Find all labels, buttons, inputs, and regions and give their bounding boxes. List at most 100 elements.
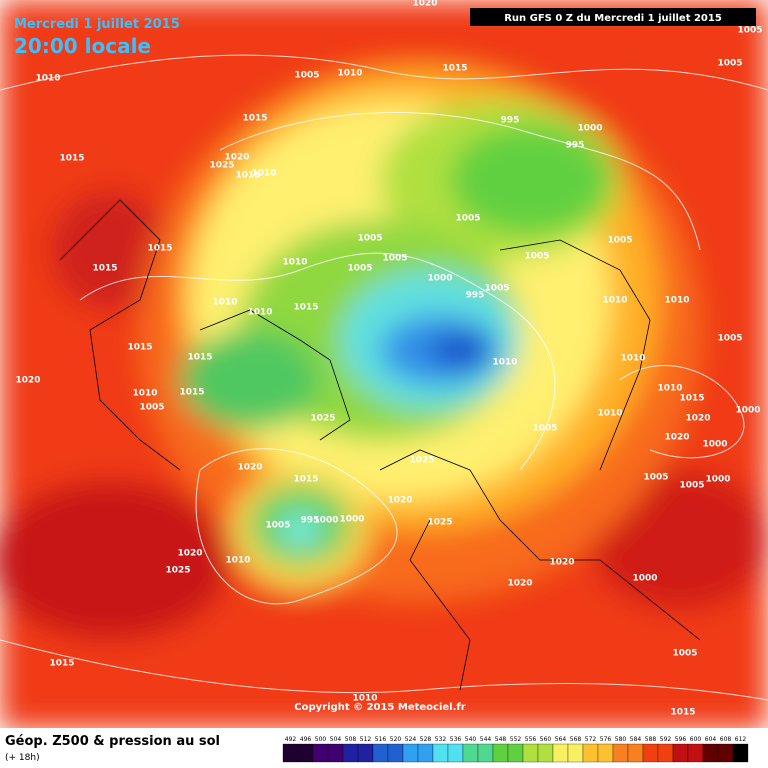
isobar-label: 1000 xyxy=(577,124,602,134)
isobar-label: 1025 xyxy=(209,161,234,171)
isobar-label: 1020 xyxy=(387,496,412,506)
isobar-label: 1005 xyxy=(139,403,164,413)
isobar-label: 1005 xyxy=(524,252,549,262)
isobar-label: 1000 xyxy=(705,475,730,485)
colorbar-swatch xyxy=(702,743,719,763)
colorbar-label: 592 xyxy=(660,736,672,743)
run-box xyxy=(470,8,756,26)
colorbar-swatch xyxy=(732,743,749,763)
colorbar-swatch xyxy=(447,743,464,763)
colorbar-swatch xyxy=(717,743,734,763)
colorbar-label: 540 xyxy=(465,736,477,743)
colorbar-label: 520 xyxy=(390,736,402,743)
colorbar-swatch xyxy=(417,743,434,763)
isobar-label: 995 xyxy=(301,516,320,526)
isobar-label: 1010 xyxy=(657,384,682,394)
colorbar-swatch xyxy=(432,743,449,763)
isobar-label: 1025 xyxy=(165,566,190,576)
colorbar-swatch xyxy=(582,743,599,763)
colorbar-label: 568 xyxy=(570,736,582,743)
isobar-label: 1005 xyxy=(679,481,704,491)
isobar-label: 1000 xyxy=(313,516,338,526)
colorbar-swatch xyxy=(282,743,299,763)
colorbar-label: 608 xyxy=(720,736,732,743)
isobar-label: 1025 xyxy=(310,414,335,424)
isobar-label: 1015 xyxy=(293,475,318,485)
colorbar-swatch xyxy=(327,743,344,763)
coastlines xyxy=(59,199,701,691)
isobar-label: 1010 xyxy=(492,358,517,368)
colorbar-label: 572 xyxy=(585,736,597,743)
isobar-label: 1010 xyxy=(132,389,157,399)
colorbar-label: 532 xyxy=(435,736,447,743)
isobar-label: 1005 xyxy=(347,264,372,274)
isobar-label: 1015 xyxy=(179,388,204,398)
colorbar-label: 496 xyxy=(300,736,312,743)
colorbar-swatch xyxy=(387,743,404,763)
isobar-label: 1010 xyxy=(212,298,237,308)
isobar-label: 1020 xyxy=(15,376,40,386)
isobar-label: 1020 xyxy=(412,0,437,9)
colorbar-swatch xyxy=(492,743,509,763)
isobar-label: 1000 xyxy=(632,574,657,584)
colorbar-swatch xyxy=(627,743,644,763)
isobar-label: 1000 xyxy=(427,274,452,284)
isobar-label: 1005 xyxy=(532,424,557,434)
isobar-label: 1010 xyxy=(352,694,377,704)
isobar-label: 1010 xyxy=(251,169,276,179)
isobar-label: 1000 xyxy=(339,515,364,525)
isobar-label: 995 xyxy=(566,141,585,151)
isobar-label: 1015 xyxy=(679,394,704,404)
colorbar-label: 600 xyxy=(690,736,702,743)
colorbar-swatch xyxy=(687,743,704,763)
isobar-label: 1010 xyxy=(597,409,622,419)
isobar-label: 1020 xyxy=(549,558,574,568)
isobar-label: 1005 xyxy=(484,284,509,294)
colorbar-label: 500 xyxy=(315,736,327,743)
isobars xyxy=(0,54,768,701)
colorbar-label: 604 xyxy=(705,736,717,743)
isobar-label: 1020 xyxy=(685,414,710,424)
colorbar-label: 504 xyxy=(330,736,342,743)
date: Mercredi 1 juillet 2015 xyxy=(14,17,180,32)
colorbar-label: 580 xyxy=(615,736,627,743)
colorbar-swatch xyxy=(597,743,614,763)
colorbar-label: 560 xyxy=(540,736,552,743)
colorbar-swatch xyxy=(537,743,554,763)
isobar-label: 1010 xyxy=(225,556,250,566)
isobar-label: 1015 xyxy=(670,708,695,718)
isobar-label: 1005 xyxy=(357,234,382,244)
colorbar-swatch xyxy=(522,743,539,763)
isobar-label: 1020 xyxy=(237,463,262,473)
copyright: Copyright © 2015 Meteociel.fr xyxy=(294,702,465,713)
colorbar-swatch xyxy=(462,743,479,763)
colorbar-label: 612 xyxy=(735,736,747,743)
footer-title: Géop. Z500 & pression au sol xyxy=(5,734,220,749)
run-info: Run GFS 0 Z du Mercredi 1 juillet 2015 xyxy=(504,13,722,24)
colorbar-label: 588 xyxy=(645,736,657,743)
isobar-label: 1010 xyxy=(620,354,645,364)
colorbar-label: 508 xyxy=(345,736,357,743)
isobar-label: 1015 xyxy=(127,343,152,353)
isobar-label: 995 xyxy=(466,291,485,301)
colorbar-label: 548 xyxy=(495,736,507,743)
isobar-label: 1025 xyxy=(427,518,452,528)
z500-field xyxy=(0,0,768,730)
colorbar-label: 552 xyxy=(510,736,522,743)
colorbar-label: 492 xyxy=(285,736,297,743)
colorbar-label: 516 xyxy=(375,736,387,743)
colorbar-swatch xyxy=(297,743,314,763)
isobar-label: 1005 xyxy=(265,521,290,531)
isobar-label: 1020 xyxy=(664,433,689,443)
colorbar-swatch xyxy=(657,743,674,763)
isobar-label: 1015 xyxy=(187,353,212,363)
colorbar-label: 576 xyxy=(600,736,612,743)
colorbar-swatch xyxy=(402,743,419,763)
isobar-label: 1015 xyxy=(442,64,467,74)
colorbar-swatch xyxy=(612,743,629,763)
colorbar-swatch xyxy=(552,743,569,763)
colorbar-swatch xyxy=(342,743,359,763)
isobar-label: 1015 xyxy=(242,114,267,124)
isobar-label: 1010 xyxy=(602,296,627,306)
colorbar-swatch xyxy=(477,743,494,763)
